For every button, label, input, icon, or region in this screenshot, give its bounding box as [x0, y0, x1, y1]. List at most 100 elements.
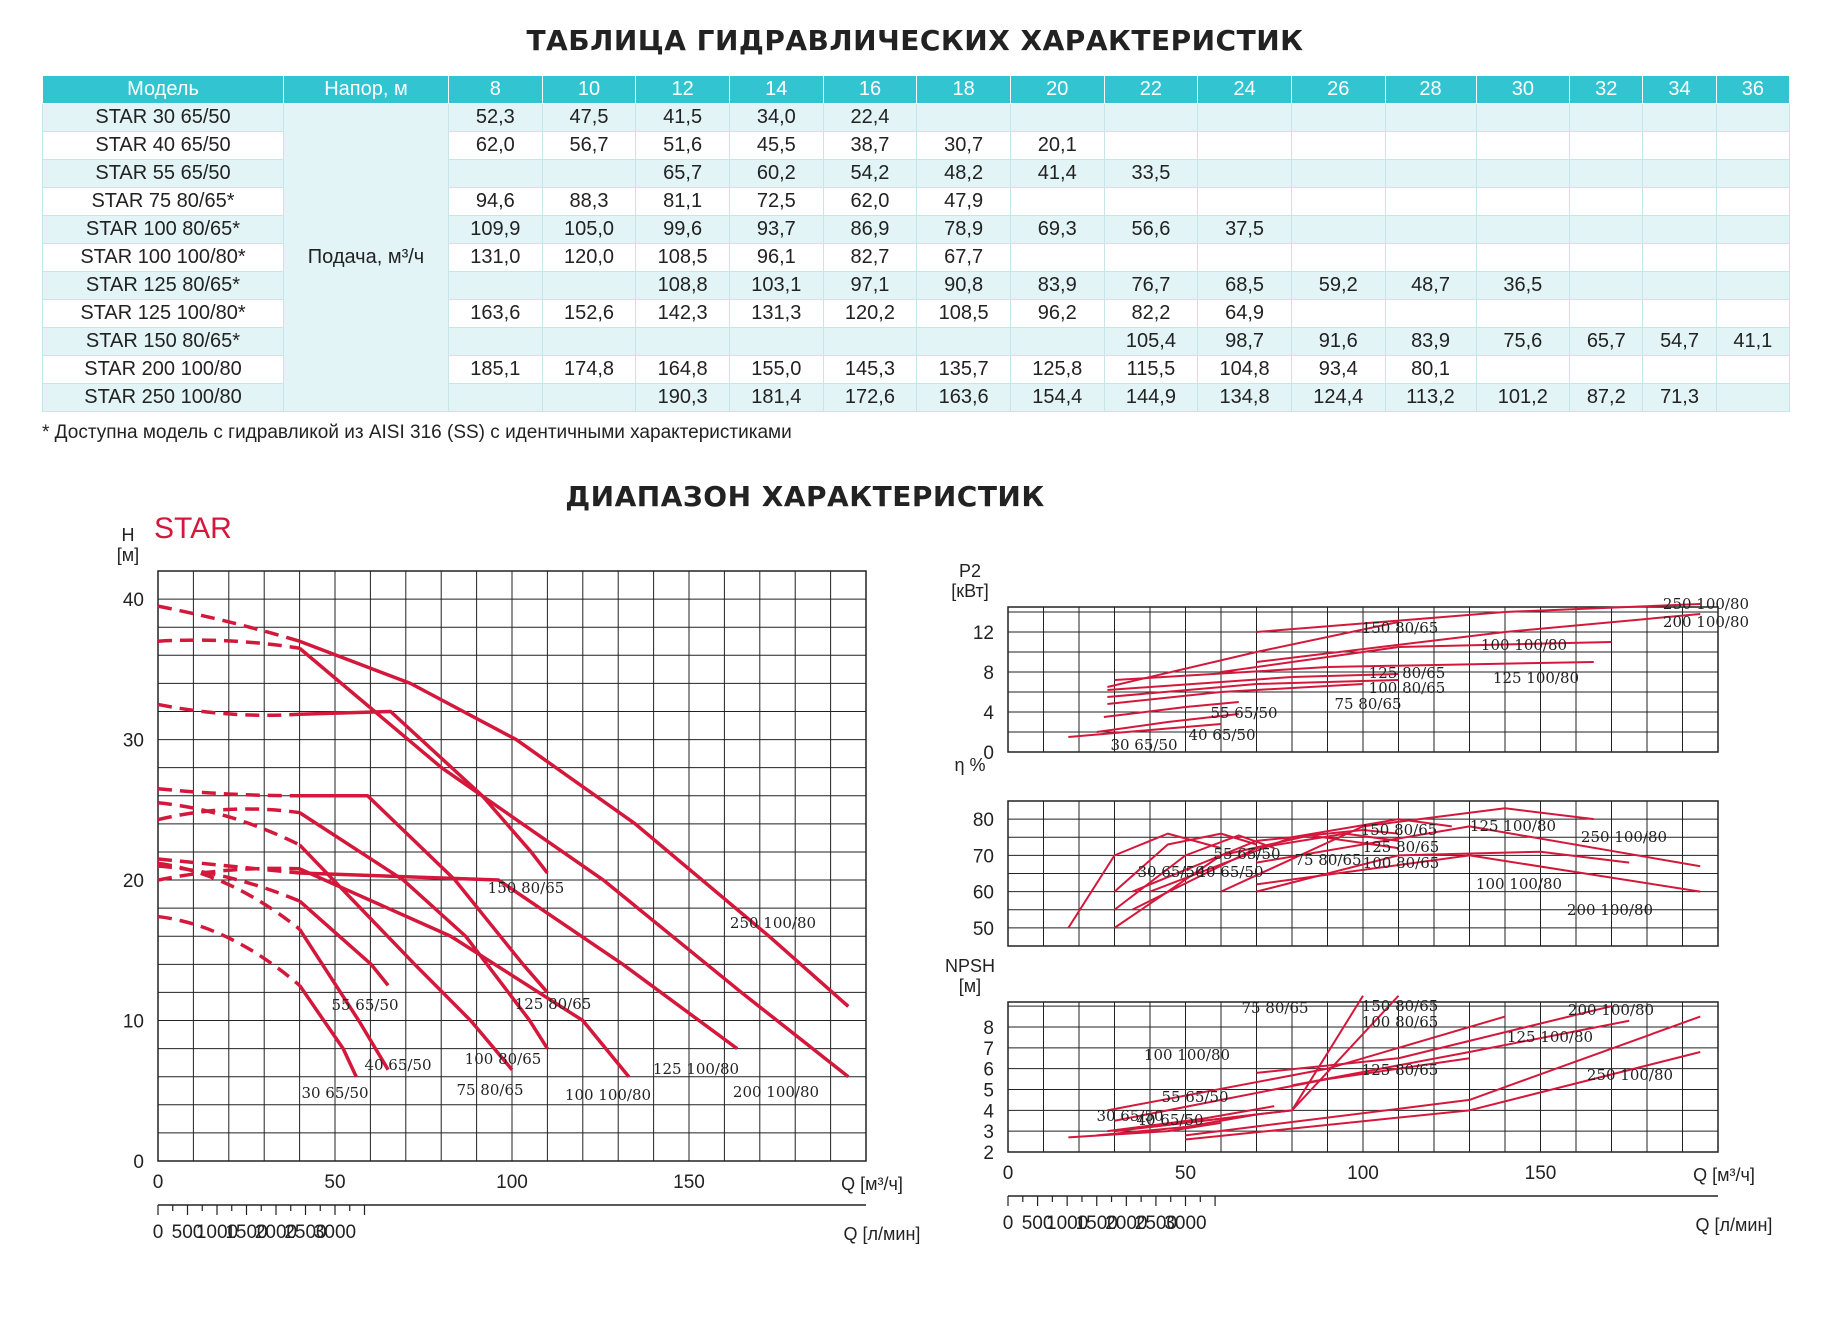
y-tick-label: 3 — [983, 1122, 994, 1143]
flow-value-cell — [1197, 159, 1292, 188]
curve-100-80-65 — [1107, 679, 1399, 698]
series-label: 30 65/50 — [1096, 1107, 1163, 1125]
x2-axis-label: Q [л/мин] — [1696, 1215, 1773, 1235]
flow-value-cell: 181,4 — [728, 383, 824, 412]
curve-55-65-50 — [1107, 1105, 1275, 1133]
y-axis-unit: [м] — [117, 545, 139, 565]
model-cell: STAR 150 80/65* — [42, 327, 284, 356]
flow-value-cell — [1197, 131, 1292, 160]
curve-55-65-50 — [1103, 701, 1239, 718]
table-row: STAR 100 100/80* 131,0 120,0 108,5 96,1 82,7 6… — [42, 243, 1791, 272]
series-label: 40 65/50 — [1136, 1111, 1203, 1129]
x-tick-label: 0 — [1003, 1163, 1014, 1184]
flow-value-cell — [1384, 215, 1477, 244]
flow-value-cell: 41,1 — [1715, 327, 1791, 356]
y-tick-label: 50 — [973, 919, 994, 940]
flow-value-cell: 108,5 — [916, 299, 1011, 328]
flow-value-cell: 125,8 — [1009, 355, 1105, 384]
flow-value-cell: 65,7 — [635, 159, 730, 188]
y-tick-label: 7 — [983, 1039, 994, 1060]
flow-value-cell: 124,4 — [1290, 383, 1386, 412]
model-cell: STAR 100 100/80* — [42, 243, 284, 272]
curve-150-80-65 — [1107, 621, 1399, 688]
series-label: 250 100/80 — [730, 914, 816, 932]
flow-value-cell: 115,5 — [1103, 355, 1199, 384]
flow-value-cell — [1642, 243, 1717, 272]
y-axis-label: η % — [954, 755, 985, 775]
y-axis-unit: [кВт] — [951, 581, 989, 601]
head-col-16: 16 — [822, 75, 918, 104]
series-label: 250 100/80 — [1663, 595, 1749, 613]
series-label: 125 100/80 — [653, 1060, 739, 1078]
plot-frame — [1007, 1001, 1719, 1153]
curve-dashed-100-80-65 — [157, 807, 300, 822]
flow-value-cell — [1009, 327, 1105, 356]
series-label: 150 80/65 — [1362, 619, 1439, 637]
flow-value-cell: 88,3 — [541, 187, 637, 216]
flow-value-cell: 30,7 — [916, 131, 1011, 160]
x-tick-label: 150 — [1525, 1163, 1557, 1184]
model-cell: STAR 55 65/50 — [42, 159, 284, 188]
y-tick-label: 6 — [983, 1060, 994, 1081]
flow-value-cell: 56,7 — [541, 131, 637, 160]
y-tick-label: 70 — [973, 846, 994, 867]
flow-value-cell — [448, 159, 543, 188]
flow-value-cell — [448, 383, 543, 412]
y-axis-label: P2 — [959, 561, 981, 581]
flow-value-cell: 120,0 — [541, 243, 637, 272]
table-title: ТАБЛИЦА ГИДРАВЛИЧЕСКИХ ХАРАКТЕРИСТИК — [526, 24, 1304, 57]
y-tick-label: 80 — [973, 810, 994, 831]
flow-value-cell: 60,2 — [728, 159, 824, 188]
x-tick-label: 0 — [153, 1172, 164, 1193]
flow-value-cell: 96,1 — [728, 243, 824, 272]
flow-value-cell — [1290, 103, 1386, 132]
flow-value-cell — [1569, 271, 1644, 300]
flow-value-cell — [1197, 103, 1292, 132]
x-tick-label: 100 — [496, 1172, 528, 1193]
x2-tick-label: 3000 — [314, 1222, 356, 1243]
flow-value-cell — [1009, 103, 1105, 132]
flow-value-cell: 75,6 — [1475, 327, 1571, 356]
flow-value-cell: 97,1 — [822, 271, 918, 300]
flow-value-cell — [1715, 243, 1791, 272]
series-label: 100 100/80 — [565, 1086, 651, 1104]
flow-value-cell: 81,1 — [635, 187, 730, 216]
curve-150-80-65 — [1149, 818, 1452, 893]
x2-tick-label: 0 — [153, 1222, 164, 1243]
curve-150-80-65 — [1149, 995, 1400, 1128]
curve-100-100-80 — [1256, 1005, 1612, 1074]
flow-value-cell: 120,2 — [822, 299, 918, 328]
series-label: 250 100/80 — [1587, 1066, 1673, 1084]
series-label: 30 65/50 — [301, 1084, 368, 1102]
model-cell: STAR 125 100/80* — [42, 299, 284, 328]
flow-value-cell: 105,0 — [541, 215, 637, 244]
series-label: 125 100/80 — [1493, 669, 1579, 687]
y-tick-label: 30 — [123, 731, 144, 752]
head-col-28: 28 — [1384, 75, 1477, 104]
flow-value-cell: 33,5 — [1103, 159, 1199, 188]
curve-125-80-65 — [1107, 673, 1399, 691]
series-label: 100 100/80 — [1144, 1046, 1230, 1064]
flow-value-cell: 93,7 — [728, 215, 824, 244]
table-row: STAR 40 65/50 62,0 56,7 51,6 45,5 38,7 30,7 20,… — [42, 131, 1791, 160]
curve-40-65-50 — [1096, 1113, 1257, 1137]
curve-125-100-80 — [1114, 661, 1594, 681]
col-head-header: Напор, м — [283, 75, 449, 104]
flow-value-cell: 86,9 — [822, 215, 918, 244]
curve-200-100-80 — [1185, 1015, 1701, 1137]
head-col-22: 22 — [1103, 75, 1199, 104]
flow-value-cell: 154,4 — [1009, 383, 1105, 412]
flow-value-cell — [1642, 299, 1717, 328]
curve-75-80-65 — [298, 843, 514, 1071]
x2-tick-label: 1500 — [225, 1222, 267, 1243]
flow-value-cell: 87,2 — [1569, 383, 1644, 412]
model-cell: STAR 75 80/65* — [42, 187, 284, 216]
flow-value-cell: 51,6 — [635, 131, 730, 160]
x-axis-label: Q [м³/ч] — [1693, 1165, 1755, 1185]
series-label: 55 65/50 — [331, 996, 398, 1014]
table-footnote: * Доступна модель с гидравликой из AISI … — [42, 422, 792, 443]
flow-value-cell: 54,7 — [1642, 327, 1717, 356]
col-model-header: Модель — [42, 75, 284, 104]
flow-value-cell: 38,7 — [822, 131, 918, 160]
